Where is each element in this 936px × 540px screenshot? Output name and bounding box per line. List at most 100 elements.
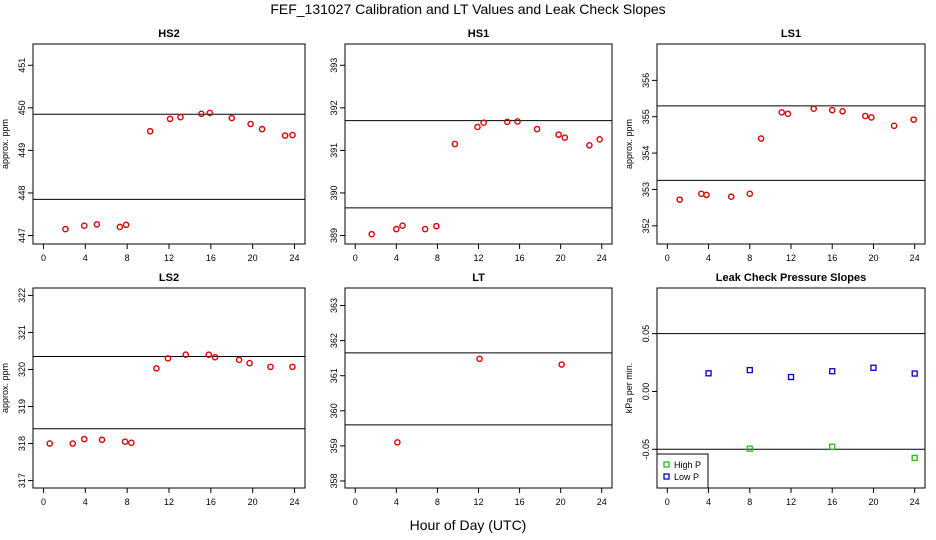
data-point bbox=[586, 141, 593, 149]
data-point bbox=[93, 221, 101, 228]
y-tick-label: 447 bbox=[17, 228, 27, 243]
x-tick-label: 0 bbox=[665, 253, 670, 263]
data-point bbox=[116, 223, 124, 231]
x-tick-label: 12 bbox=[786, 497, 796, 507]
data-point bbox=[480, 119, 487, 127]
data-point bbox=[121, 438, 129, 446]
data-point bbox=[757, 135, 765, 142]
data-point bbox=[561, 134, 569, 141]
data-point bbox=[206, 109, 214, 117]
x-axis-label: Hour of Day (UTC) bbox=[409, 517, 527, 533]
x-tick-label: 24 bbox=[290, 253, 300, 263]
y-tick-label: 353 bbox=[641, 182, 651, 197]
x-tick-label: 4 bbox=[706, 497, 711, 507]
data-point bbox=[164, 355, 172, 362]
data-point bbox=[727, 193, 735, 201]
data-point bbox=[98, 436, 106, 444]
data-point bbox=[861, 112, 869, 120]
x-tick-label: 8 bbox=[747, 253, 752, 263]
panel-1: HS1 0 4 8 12 16 20 24 389 390 391 392 393 bbox=[329, 28, 613, 263]
panel-3: LS2 0 4 8 12 16 20 24 317 318 319 320 321 322 approx. … bbox=[0, 272, 306, 507]
x-tick-label: 20 bbox=[556, 253, 566, 263]
panel-title: LS1 bbox=[781, 28, 801, 40]
data-point bbox=[451, 140, 459, 148]
x-tick-label: 0 bbox=[665, 497, 670, 507]
data-point bbox=[246, 359, 253, 367]
x-tick-label: 12 bbox=[164, 253, 174, 263]
x-tick-label: 20 bbox=[868, 497, 878, 507]
x-tick-label: 4 bbox=[83, 497, 88, 507]
x-tick-label: 12 bbox=[473, 253, 483, 263]
data-point bbox=[198, 110, 205, 118]
data-point bbox=[153, 365, 160, 372]
data-point bbox=[228, 114, 236, 122]
y-tick-label: 317 bbox=[17, 473, 27, 488]
x-tick-label: 0 bbox=[41, 253, 46, 263]
data-point bbox=[514, 118, 521, 125]
data-point bbox=[247, 120, 254, 128]
y-tick-label: 0.00 bbox=[641, 383, 651, 401]
plot-frame bbox=[656, 43, 926, 245]
y-tick-label: 450 bbox=[17, 100, 27, 115]
plot-frame bbox=[32, 43, 306, 245]
panel-5: Leak Check Pressure Slopes 0 4 8 12 16 20 24 -0.… bbox=[624, 272, 926, 507]
legend-marker bbox=[663, 473, 670, 480]
data-point bbox=[746, 366, 753, 374]
panel-2: LS1 0 4 8 12 16 20 24 352 353 354 355 356 approx. ppm bbox=[624, 28, 926, 263]
data-point bbox=[258, 125, 266, 133]
plot-frame bbox=[32, 287, 306, 489]
y-tick-label: 322 bbox=[17, 288, 27, 303]
panel-title: LT bbox=[472, 272, 485, 284]
legend-label: High P bbox=[674, 460, 701, 470]
data-point bbox=[399, 222, 406, 230]
x-tick-label: 0 bbox=[353, 497, 358, 507]
y-tick-label: 319 bbox=[17, 399, 27, 414]
data-point bbox=[778, 109, 786, 116]
y-tick-label: 391 bbox=[329, 143, 339, 158]
y-tick-label: 389 bbox=[329, 228, 339, 243]
x-tick-label: 0 bbox=[353, 253, 358, 263]
data-point bbox=[393, 225, 400, 233]
data-point bbox=[787, 373, 795, 381]
x-tick-label: 8 bbox=[125, 497, 130, 507]
data-point bbox=[746, 445, 753, 452]
y-tick-label: 359 bbox=[329, 438, 339, 453]
data-point bbox=[281, 132, 289, 139]
panel-title: LS2 bbox=[159, 272, 179, 284]
plot-frame bbox=[344, 287, 613, 489]
y-tick-label: 320 bbox=[17, 362, 27, 377]
data-point bbox=[166, 115, 174, 123]
x-tick-label: 8 bbox=[747, 497, 752, 507]
data-point bbox=[829, 368, 836, 375]
x-tick-label: 24 bbox=[910, 253, 920, 263]
x-tick-label: 12 bbox=[473, 497, 483, 507]
x-tick-label: 8 bbox=[125, 253, 130, 263]
legend-box bbox=[656, 453, 709, 489]
y-tick-label: 355 bbox=[641, 109, 651, 124]
data-point bbox=[870, 364, 877, 371]
data-point bbox=[289, 363, 296, 371]
data-point bbox=[122, 221, 130, 229]
x-tick-label: 20 bbox=[248, 497, 258, 507]
x-tick-label: 24 bbox=[597, 497, 607, 507]
x-tick-label: 16 bbox=[206, 497, 216, 507]
x-tick-label: 0 bbox=[41, 497, 46, 507]
data-point bbox=[911, 454, 918, 462]
y-tick-label: 363 bbox=[329, 298, 339, 313]
data-point bbox=[533, 125, 541, 133]
data-point bbox=[911, 370, 918, 377]
data-point bbox=[177, 113, 184, 121]
y-tick-label: 393 bbox=[329, 58, 339, 73]
data-point bbox=[394, 439, 401, 446]
y-tick-label: 392 bbox=[329, 100, 339, 115]
data-point bbox=[235, 356, 243, 364]
data-point bbox=[698, 190, 705, 198]
y-tick-label: 356 bbox=[641, 73, 651, 88]
data-point bbox=[784, 110, 792, 118]
y-tick-label: 352 bbox=[641, 218, 651, 233]
y-tick-label: 448 bbox=[17, 185, 27, 200]
y-tick-label: 360 bbox=[329, 403, 339, 418]
x-tick-label: 16 bbox=[515, 497, 525, 507]
data-point bbox=[205, 351, 213, 358]
